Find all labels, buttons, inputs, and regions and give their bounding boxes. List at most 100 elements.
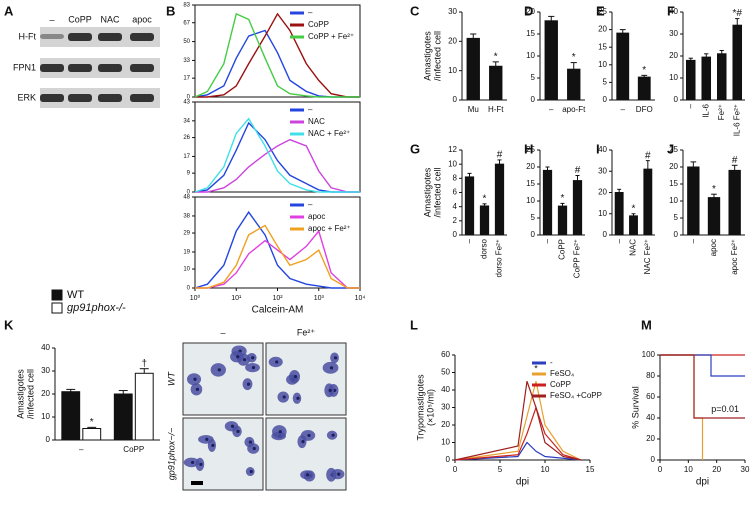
x-tick-label: 10²	[272, 295, 283, 302]
legend-label: –	[308, 105, 313, 114]
y-tick-label: 5	[531, 213, 536, 222]
y-tick-label: 0	[651, 455, 656, 464]
nucleus	[199, 462, 203, 466]
blot-band	[40, 94, 64, 102]
legend-label: NAC	[308, 117, 325, 126]
micro-column-label: Fe²⁺	[297, 327, 316, 337]
nucleus	[190, 460, 195, 465]
annotation: p=0.01	[711, 404, 739, 414]
y-tick-label: 20	[669, 162, 678, 171]
y-tick-label: 20	[669, 51, 678, 60]
blot-band	[68, 94, 92, 102]
x-tick-label: 20	[712, 465, 721, 474]
x-tick-label: apoc Fe²⁺	[730, 239, 739, 275]
y-tick-label: 0	[187, 190, 191, 196]
significance: #	[497, 150, 503, 161]
x-tick-label: 10³	[314, 295, 325, 302]
y-tick-label: 80	[646, 371, 655, 380]
legend-label: –	[308, 200, 313, 209]
nucleus	[305, 473, 310, 477]
y-tick-label: 20	[646, 434, 655, 443]
bar	[544, 20, 558, 101]
bar	[557, 205, 568, 236]
y-tick-label: 5	[603, 78, 608, 87]
y-tick-label: 0	[453, 230, 458, 239]
series-line	[454, 381, 582, 461]
legend-label: apoc	[308, 212, 325, 221]
panel-letter: E	[596, 3, 605, 18]
bar	[701, 56, 712, 101]
panel-letter: D	[524, 3, 533, 18]
y-tick-label: 25	[526, 145, 535, 154]
x-tick-label: 10	[684, 465, 693, 474]
significance: *	[483, 193, 487, 204]
series-line	[194, 117, 360, 193]
x-tick-label: IL-6	[701, 103, 710, 117]
bar	[464, 176, 475, 236]
y-tick-label: 30	[669, 29, 678, 38]
legend-label: -	[550, 358, 553, 367]
x-tick-label: –	[543, 238, 552, 243]
y-tick-label: 15	[526, 179, 535, 188]
nucleus	[275, 360, 279, 364]
y-tick-label: 30	[41, 366, 50, 375]
y-axis-label: /infected cell	[432, 31, 442, 81]
y-tick-label: 6	[453, 188, 458, 197]
y-tick-label: 67	[183, 20, 190, 26]
y-axis-label: Amastigotes	[422, 31, 432, 81]
series-line	[454, 405, 582, 461]
x-tick-label: 10⁰	[190, 294, 201, 302]
series-line	[194, 12, 360, 98]
y-tick-label: 48	[183, 195, 190, 201]
blot-band	[40, 34, 64, 39]
significance: *#	[733, 8, 743, 19]
x-tick-label: Fe²⁺	[717, 104, 726, 120]
nucleus	[293, 375, 298, 379]
nucleus	[248, 440, 253, 444]
significance: *	[632, 203, 636, 214]
nucleus	[211, 443, 215, 448]
bar	[643, 168, 653, 236]
y-tick-label: 30	[448, 7, 457, 16]
panel-letter: F	[667, 3, 675, 18]
y-tick-label: 15	[526, 29, 535, 38]
bar	[61, 391, 81, 441]
significance: *	[561, 193, 565, 204]
y-tick-label: 20	[598, 25, 607, 34]
y-tick-label: 30	[598, 166, 607, 175]
series-line	[660, 354, 745, 419]
blot-band	[98, 33, 122, 41]
micro-row-label: WT	[166, 371, 176, 386]
y-tick-label: 10	[526, 196, 535, 205]
blot-column-label: apoc	[132, 14, 152, 24]
y-tick-label: 40	[441, 385, 450, 394]
x-tick-label: –	[688, 238, 697, 243]
y-tick-label: 20	[598, 188, 607, 197]
y-tick-label: 43	[183, 100, 190, 106]
bar	[113, 393, 133, 441]
y-tick-label: 0	[531, 95, 536, 104]
y-tick-label: 40	[669, 7, 678, 16]
x-axis-label: Calcein-AM	[252, 305, 304, 316]
y-tick-label: 38	[183, 214, 190, 220]
significance: *	[494, 52, 498, 63]
significance: #	[575, 165, 581, 176]
y-axis-label: Amastigotes	[15, 369, 25, 419]
x-tick-label: Mu	[468, 105, 479, 114]
x-tick-label: 10⁴	[355, 295, 366, 302]
x-tick-label: 10	[541, 465, 550, 474]
x-tick-label: –	[614, 238, 623, 243]
bar	[542, 169, 553, 236]
significance: *	[90, 417, 94, 428]
panel-letter: C	[410, 3, 420, 18]
bar	[716, 53, 727, 101]
x-tick-label: CoPP	[123, 445, 144, 454]
blot-band	[98, 94, 122, 102]
nucleus	[246, 382, 251, 386]
y-tick-label: 10	[598, 209, 607, 218]
nucleus	[195, 387, 200, 391]
nucleus	[328, 388, 332, 392]
x-tick-label: CoPP	[558, 239, 567, 260]
series-line	[660, 354, 704, 460]
y-tick-label: 10	[441, 438, 450, 447]
